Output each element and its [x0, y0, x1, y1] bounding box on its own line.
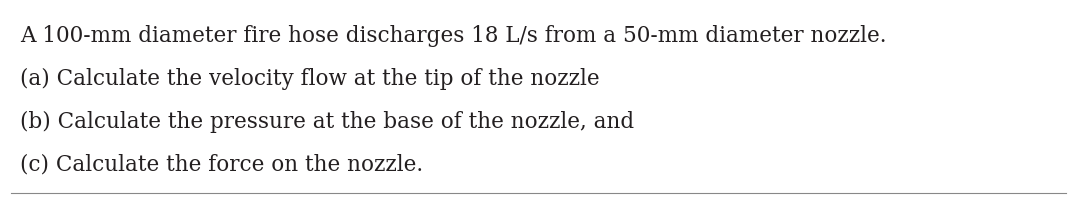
Text: (a) Calculate the velocity flow at the tip of the nozzle: (a) Calculate the velocity flow at the t… [19, 68, 600, 90]
Text: (c) Calculate the force on the nozzle.: (c) Calculate the force on the nozzle. [19, 153, 423, 176]
Text: (b) Calculate the pressure at the base of the nozzle, and: (b) Calculate the pressure at the base o… [19, 111, 634, 133]
Text: A 100-mm diameter fire hose discharges 18 L/s from a 50-mm diameter nozzle.: A 100-mm diameter fire hose discharges 1… [19, 25, 886, 47]
